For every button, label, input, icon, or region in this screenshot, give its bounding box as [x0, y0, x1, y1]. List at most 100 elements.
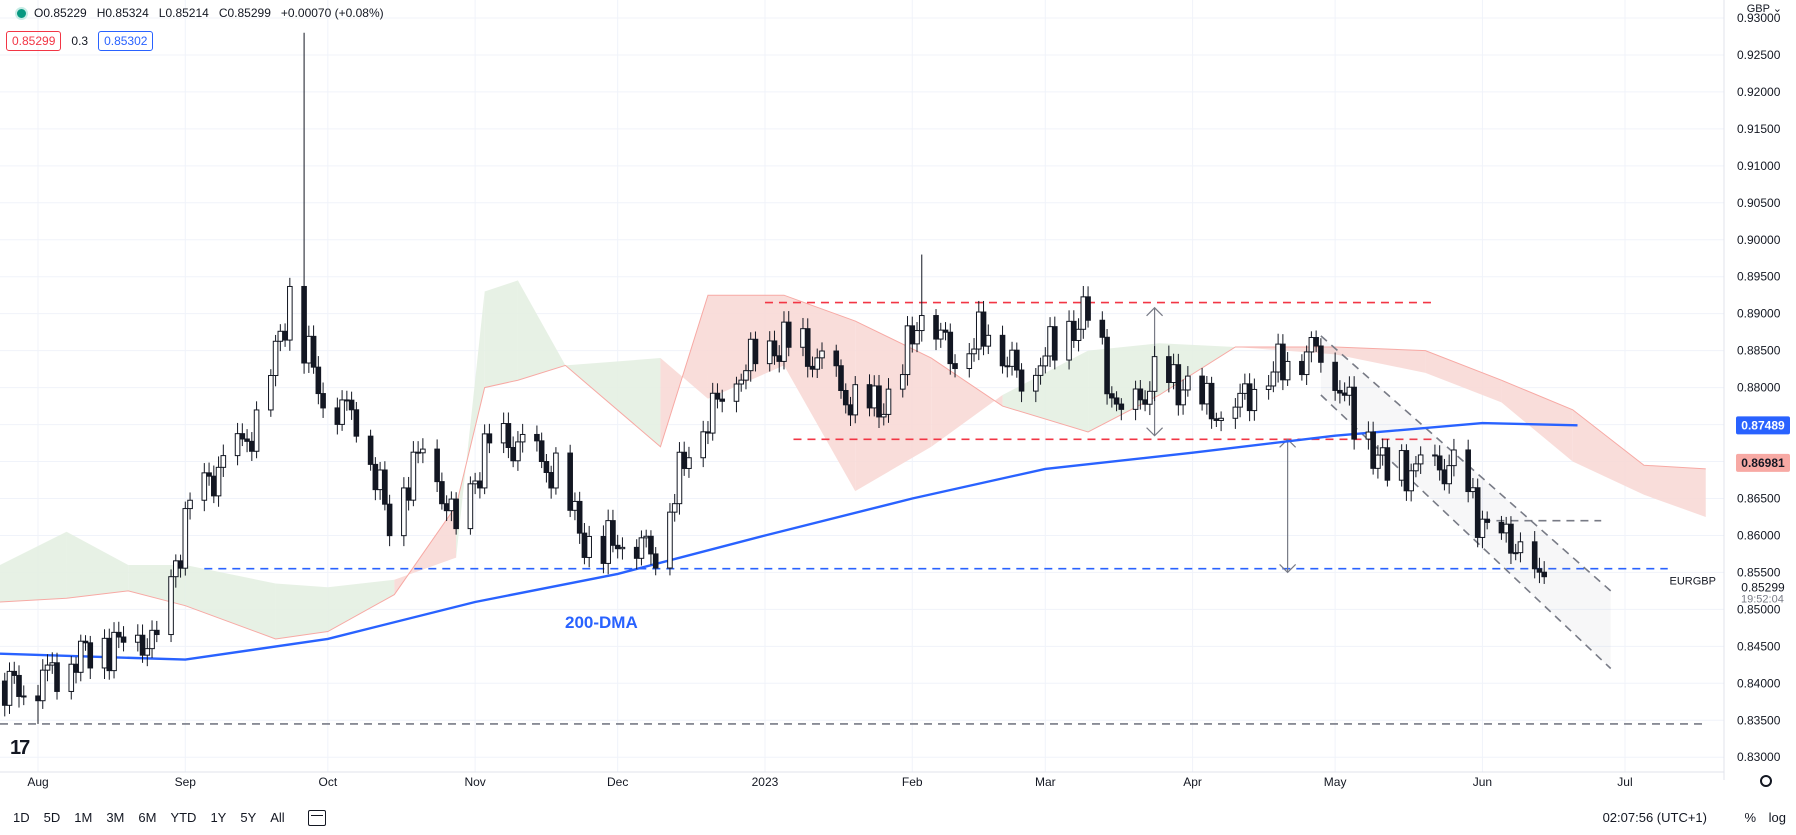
candle-body: [814, 357, 821, 370]
candle-body: [586, 535, 592, 558]
candle-body: [515, 441, 521, 462]
price-tick-label: 0.83000: [1737, 750, 1781, 764]
candle-body: [211, 475, 217, 497]
log-toggle[interactable]: log: [1768, 810, 1786, 825]
candle-body: [415, 451, 421, 454]
candle-body: [1270, 371, 1277, 387]
range-selector: 1D 5D 1M 3M 6M YTD 1Y 5Y All: [6, 806, 292, 829]
candle-body: [918, 315, 925, 332]
candle-body: [804, 328, 811, 367]
quote-box[interactable]: 0.85299 0.3 0.85302: [6, 31, 154, 51]
range-button[interactable]: 5Y: [240, 810, 257, 825]
candle-body: [1185, 375, 1191, 391]
candle-body: [1080, 296, 1087, 330]
percent-toggle[interactable]: %: [1744, 810, 1756, 825]
candle-body: [709, 392, 716, 434]
candle-body: [1071, 320, 1077, 341]
tradingview-logo-icon[interactable]: 17: [10, 737, 30, 759]
candle-body: [1204, 382, 1210, 405]
buy-button[interactable]: 0.85302: [98, 31, 154, 51]
candle-body: [334, 407, 341, 425]
candle-body: [1332, 361, 1338, 391]
arrow-head: [1146, 427, 1164, 437]
range-button[interactable]: 5D: [43, 810, 61, 825]
drawing-lines[interactable]: [0, 301, 1706, 725]
candle-body: [1037, 365, 1044, 376]
range-button[interactable]: 1Y: [210, 810, 227, 825]
sell-button[interactable]: 0.85299: [6, 31, 62, 51]
ma-200-line: [0, 421, 1578, 661]
candle-body: [1398, 450, 1405, 481]
candle-body: [1166, 356, 1172, 383]
candle-body: [168, 576, 174, 636]
candle-body: [952, 363, 958, 370]
candle-body: [1218, 417, 1224, 421]
candle-body: [714, 392, 721, 400]
time-tick-label: Nov: [464, 775, 485, 789]
price-badge-label: 0.87489: [1741, 418, 1785, 432]
cloud-segment: [855, 321, 932, 492]
candle-body: [1512, 552, 1519, 555]
cloud-segment: [484, 280, 518, 388]
range-button[interactable]: All: [270, 810, 285, 825]
candle-body: [538, 440, 545, 463]
candle-body: [747, 338, 754, 372]
candle-body: [11, 670, 18, 676]
candle-body: [1308, 337, 1315, 353]
channel-fill: [1320, 335, 1611, 669]
clock-time[interactable]: 02:07:56 (UTC+1): [1602, 810, 1707, 825]
price-tick-label: 0.91500: [1737, 122, 1781, 136]
candle-body: [87, 642, 94, 669]
candle-body: [1142, 399, 1148, 405]
candle-body: [733, 383, 740, 402]
candle-body: [382, 469, 388, 505]
price-tick-label: 0.92000: [1737, 85, 1781, 99]
candle-body: [386, 503, 393, 537]
time-axis[interactable]: Aug Sep Oct Nov Dec 2023 Feb Mar Apr May Jun Jul: [0, 771, 1724, 789]
candle-body: [310, 335, 317, 368]
candle-body: [1246, 383, 1253, 412]
candle-body: [1365, 431, 1372, 440]
range-button[interactable]: 1M: [74, 810, 93, 825]
candle-body: [1033, 374, 1039, 392]
candle-body: [134, 634, 141, 643]
time-tick-label: Oct: [319, 775, 338, 789]
currency-selector[interactable]: GBP ⌄: [1746, 3, 1782, 15]
range-button[interactable]: 6M: [138, 810, 157, 825]
candle-body: [581, 532, 588, 558]
candle-body: [377, 469, 383, 491]
time-tick-label: Sep: [175, 775, 197, 789]
market-status-icon: [15, 6, 28, 20]
price-tick-label: 0.89000: [1737, 307, 1781, 321]
currency-label: GBP: [1746, 3, 1770, 15]
candle-body: [443, 503, 450, 512]
price-tick-label: 0.90000: [1737, 233, 1781, 247]
candle-body: [1066, 320, 1072, 361]
range-button[interactable]: 3M: [106, 810, 125, 825]
candle-body: [282, 330, 288, 341]
price-chart[interactable]: 0.83000 0.83500 0.84000 0.84500 0.85000 0.855…: [0, 0, 1796, 800]
candle-body: [1232, 406, 1239, 419]
candle-body: [876, 385, 882, 418]
price-axis[interactable]: 0.83000 0.83500 0.84000 0.84500 0.85000 0.855…: [1670, 0, 1790, 780]
candle-body: [320, 393, 326, 409]
ohlc-legend: O0.85229 H0.85324 L0.85214 C0.85299 +0.0…: [15, 6, 388, 20]
candle-body: [719, 398, 726, 402]
candle-body: [472, 480, 478, 485]
gear-icon[interactable]: [1760, 775, 1772, 787]
range-button[interactable]: 1D: [13, 810, 30, 825]
candle-body: [16, 674, 22, 697]
candle-body: [1042, 355, 1049, 367]
calendar-icon[interactable]: [307, 809, 326, 826]
high-value: H0.85324: [96, 6, 149, 20]
candle-body: [1351, 386, 1357, 440]
candle-body: [410, 451, 417, 501]
candle-body: [1408, 470, 1414, 492]
candle-body: [111, 631, 117, 672]
candle-body: [54, 662, 60, 692]
channel-line[interactable]: [1320, 394, 1612, 670]
range-button[interactable]: YTD: [170, 810, 197, 825]
candle-body: [477, 480, 483, 489]
candle-body: [671, 503, 678, 513]
candle-body: [633, 546, 640, 559]
